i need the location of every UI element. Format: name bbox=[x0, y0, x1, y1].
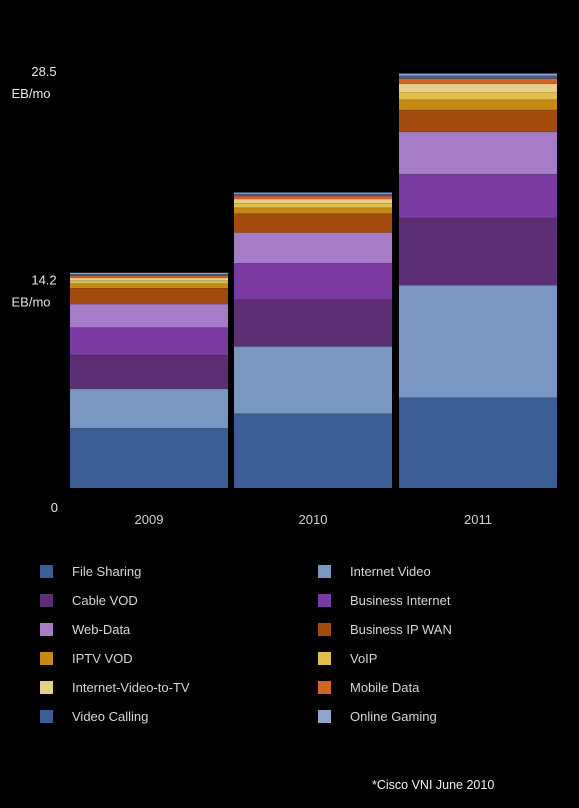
legend-item-file-sharing: File Sharing bbox=[40, 562, 318, 580]
legend-swatch bbox=[40, 680, 53, 694]
bar-segment-web-data-2011 bbox=[399, 131, 557, 175]
bar-segment-cable-vod-2011 bbox=[399, 217, 557, 286]
bar-segment-internet-video-to-tv-2011 bbox=[399, 83, 557, 93]
legend-label: Mobile Data bbox=[350, 679, 420, 695]
y-tick-label-zero: 0 bbox=[51, 500, 58, 515]
legend-swatch bbox=[318, 680, 331, 694]
bar-segment-web-data-2010 bbox=[234, 232, 392, 264]
bar-segment-cable-vod-2009 bbox=[70, 355, 228, 389]
bar-segment-internet-video-to-tv-2010 bbox=[234, 198, 392, 204]
bar-segment-internet-video-to-tv-2009 bbox=[70, 277, 228, 281]
y-tick-label: 28.5 bbox=[31, 64, 56, 79]
bar-segment-business-ip-wan-2009 bbox=[70, 288, 228, 305]
legend-item-mobile-data: Mobile Data bbox=[318, 678, 558, 696]
bar-segment-mobile-data-2011 bbox=[399, 78, 557, 84]
bar-segment-business-internet-2010 bbox=[234, 263, 392, 300]
bar-segment-file-sharing-2011 bbox=[399, 397, 557, 488]
bar-segment-voip-2010 bbox=[234, 203, 392, 208]
y-tick-unit: EB/mo bbox=[11, 295, 50, 310]
bar-segment-internet-video-2010 bbox=[234, 346, 392, 414]
legend-item-voip: VoIP bbox=[318, 649, 558, 667]
legend-label: Cable VOD bbox=[72, 592, 138, 608]
bar-segment-iptv-vod-2011 bbox=[399, 99, 557, 110]
legend: File Sharing Internet Video Cable VOD Bu… bbox=[40, 562, 560, 725]
bar-segment-online-gaming-2011 bbox=[399, 73, 557, 76]
legend-label: VoIP bbox=[350, 650, 378, 666]
bar-segment-video-calling-2010 bbox=[234, 193, 392, 197]
bar-segment-internet-video-2011 bbox=[399, 285, 557, 398]
bar-segment-voip-2011 bbox=[399, 92, 557, 100]
legend-swatch bbox=[318, 564, 331, 578]
legend-label: Video Calling bbox=[72, 708, 149, 724]
legend-swatch bbox=[40, 709, 53, 723]
legend-item-iptv-vod: IPTV VOD bbox=[40, 649, 318, 667]
legend-item-internet-video: Internet Video bbox=[318, 562, 558, 580]
x-tick-label-2009: 2009 bbox=[135, 512, 164, 527]
legend-label: Online Gaming bbox=[350, 708, 437, 724]
bar-segment-internet-video-2009 bbox=[70, 388, 228, 429]
legend-item-cable-vod: Cable VOD bbox=[40, 591, 318, 609]
legend-swatch bbox=[40, 622, 53, 636]
bar-segment-online-gaming-2009 bbox=[70, 272, 228, 275]
legend-swatch bbox=[318, 593, 331, 607]
bar-segment-web-data-2009 bbox=[70, 304, 228, 328]
chart-area: 2009 2010 2011 0 14.2 EB/mo 28.5 EB/mo bbox=[11, 64, 557, 527]
legend-item-internet-video-to-tv: Internet-Video-to-TV bbox=[40, 678, 318, 696]
bar-segment-voip-2009 bbox=[70, 280, 228, 284]
legend-item-business-internet: Business Internet bbox=[318, 591, 558, 609]
legend-item-video-calling: Video Calling bbox=[40, 707, 318, 725]
bar-segment-online-gaming-2010 bbox=[234, 192, 392, 194]
bar-segment-iptv-vod-2009 bbox=[70, 283, 228, 289]
stacked-bar-chart: 2009 2010 2011 0 14.2 EB/mo 28.5 EB/mo bbox=[11, 64, 557, 527]
bar-segment-video-calling-2009 bbox=[70, 274, 228, 276]
legend-label: IPTV VOD bbox=[72, 650, 133, 666]
y-tick-label: 14.2 bbox=[31, 273, 56, 288]
bar-segment-mobile-data-2009 bbox=[70, 275, 228, 278]
x-tick-label-2010: 2010 bbox=[299, 512, 328, 527]
bar-segment-business-ip-wan-2010 bbox=[234, 213, 392, 233]
source-note: *Cisco VNI June 2010 bbox=[372, 778, 495, 792]
bar-segment-video-calling-2011 bbox=[399, 75, 557, 79]
bar-segment-business-internet-2009 bbox=[70, 327, 228, 356]
legend-label: Internet Video bbox=[350, 563, 431, 579]
legend-swatch bbox=[40, 564, 53, 578]
x-tick-label-2011: 2011 bbox=[464, 512, 492, 527]
y-tick-unit: EB/mo bbox=[11, 86, 50, 101]
legend-label: Web-Data bbox=[72, 621, 131, 637]
legend-swatch bbox=[318, 622, 331, 636]
legend-swatch bbox=[40, 651, 53, 665]
legend-label: Business IP WAN bbox=[350, 621, 452, 637]
legend-label: File Sharing bbox=[72, 563, 142, 579]
legend-swatch bbox=[40, 593, 53, 607]
legend-item-business-ip-wan: Business IP WAN bbox=[318, 620, 558, 638]
bar-segment-business-internet-2011 bbox=[399, 174, 557, 218]
bar-segment-file-sharing-2009 bbox=[70, 428, 228, 488]
bar-segment-cable-vod-2010 bbox=[234, 299, 392, 347]
bar-segment-mobile-data-2010 bbox=[234, 196, 392, 199]
legend-item-web-data: Web-Data bbox=[40, 620, 318, 638]
legend-label: Business Internet bbox=[350, 592, 451, 608]
bar-segment-iptv-vod-2010 bbox=[234, 207, 392, 214]
legend-label: Internet-Video-to-TV bbox=[72, 679, 190, 695]
legend-swatch bbox=[318, 709, 331, 723]
legend-item-online-gaming: Online Gaming bbox=[318, 707, 558, 725]
bar-segment-business-ip-wan-2011 bbox=[399, 109, 557, 132]
legend-swatch bbox=[318, 651, 331, 665]
bar-segment-file-sharing-2010 bbox=[234, 413, 392, 488]
